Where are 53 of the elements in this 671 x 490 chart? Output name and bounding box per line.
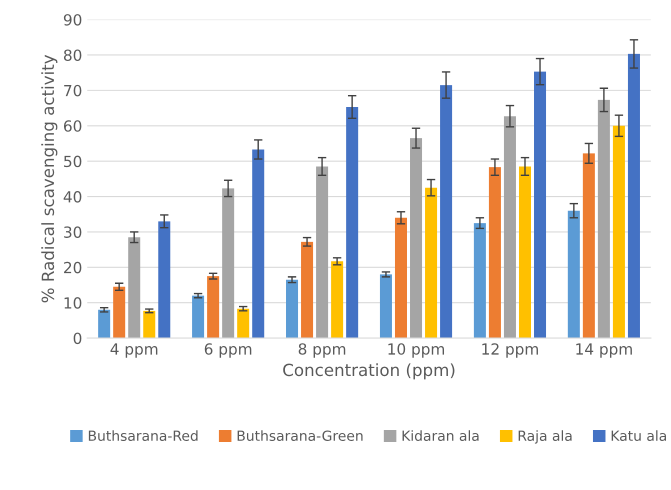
x-tick-label: 14 ppm — [576, 343, 632, 358]
legend-label: Buthsarana-Red — [88, 430, 198, 441]
y-tick-label: 20 — [64, 262, 82, 274]
y-tick-label: 30 — [64, 226, 82, 238]
bar — [440, 85, 452, 338]
bar — [192, 296, 204, 338]
y-tick-label: 90 — [64, 14, 82, 26]
bar — [113, 286, 126, 338]
bar — [286, 280, 298, 338]
x-axis-title: Concentration (ppm) — [283, 363, 454, 380]
y-tick-label: 40 — [64, 191, 82, 203]
bar — [474, 223, 486, 338]
bar — [346, 107, 358, 338]
bar — [568, 210, 580, 338]
x-tick-label: 12 ppm — [482, 343, 538, 358]
legend-label: Buthsarana-Green — [238, 430, 363, 441]
y-tick-label: 80 — [64, 49, 82, 62]
x-tick-label: 8 ppm — [298, 343, 346, 358]
bar — [598, 100, 610, 338]
bar — [143, 310, 156, 338]
bar — [380, 274, 392, 338]
y-axis-title: % Radical scavenging activity — [41, 54, 58, 302]
bar — [331, 261, 344, 338]
bar — [425, 188, 438, 338]
bar — [582, 153, 595, 338]
y-tick-label: 60 — [64, 120, 82, 132]
bar — [488, 167, 501, 338]
bar — [237, 308, 250, 338]
legend-label: Kidaran ala — [402, 430, 479, 441]
y-tick-label: 50 — [64, 156, 82, 168]
bar — [98, 310, 110, 338]
bar — [252, 149, 264, 338]
bar — [534, 72, 546, 338]
y-tick-label: 0 — [74, 332, 82, 344]
bar — [222, 188, 234, 338]
legend-label: Raja ala — [518, 430, 572, 444]
y-tick-label: 10 — [64, 297, 82, 309]
x-tick-label: 4 ppm — [110, 343, 158, 358]
bar — [612, 126, 625, 338]
bar — [301, 242, 314, 338]
bar — [158, 221, 170, 338]
bar — [316, 166, 328, 338]
legend-label: Katu ala — [612, 430, 666, 441]
bar — [207, 276, 220, 338]
bar — [394, 218, 407, 338]
y-tick-label: 70 — [64, 84, 82, 96]
x-tick-label: 10 ppm — [388, 343, 444, 358]
bar — [628, 54, 640, 338]
bar — [504, 116, 516, 338]
x-tick-label: 6 ppm — [204, 343, 252, 358]
bar — [128, 237, 140, 338]
bar — [410, 138, 422, 338]
bar — [518, 166, 532, 338]
